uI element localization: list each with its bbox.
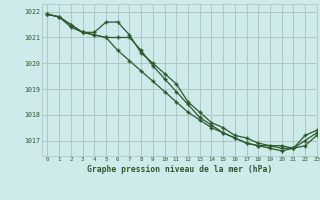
X-axis label: Graphe pression niveau de la mer (hPa): Graphe pression niveau de la mer (hPa)	[87, 165, 272, 174]
